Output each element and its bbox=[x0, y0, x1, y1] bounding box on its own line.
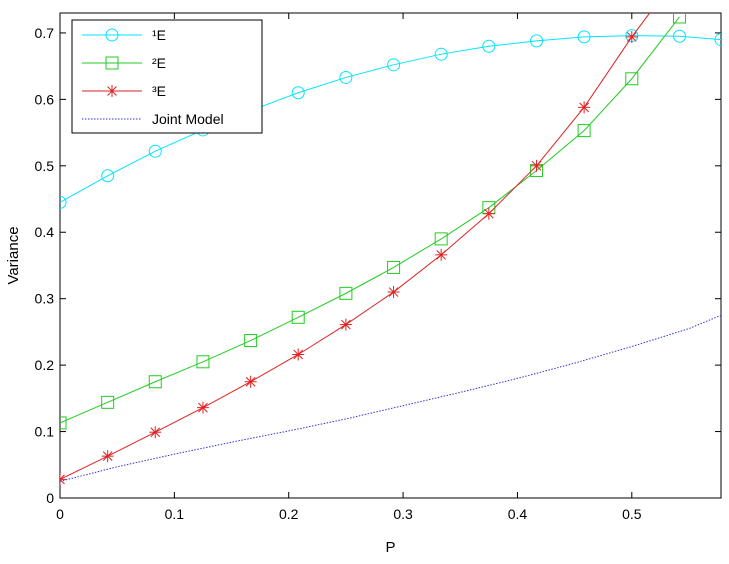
y-tick-label: 0.2 bbox=[35, 357, 55, 373]
data-point bbox=[101, 450, 114, 463]
data-point bbox=[387, 286, 400, 299]
series-line bbox=[60, 13, 651, 480]
legend-marker bbox=[106, 85, 118, 97]
data-point bbox=[60, 416, 67, 430]
y-axis-label: Variance bbox=[5, 226, 22, 284]
data-point bbox=[530, 34, 544, 48]
data-point bbox=[149, 426, 162, 439]
series-line bbox=[60, 314, 721, 482]
series-2 bbox=[60, 13, 686, 430]
data-point bbox=[577, 124, 591, 138]
data-point bbox=[577, 30, 591, 44]
data-point bbox=[578, 101, 591, 114]
data-point bbox=[625, 72, 639, 86]
data-point bbox=[101, 395, 115, 409]
data-point bbox=[434, 47, 448, 61]
y-tick-label: 0.5 bbox=[35, 158, 55, 174]
series-3 bbox=[60, 13, 651, 486]
data-point bbox=[387, 58, 401, 72]
data-point bbox=[339, 286, 353, 300]
data-point bbox=[435, 248, 448, 261]
legend-item: ³E bbox=[82, 83, 166, 99]
series-line bbox=[60, 16, 680, 424]
data-point bbox=[530, 159, 543, 172]
legend-marker bbox=[105, 56, 119, 70]
data-point bbox=[672, 29, 686, 43]
series-4 bbox=[60, 314, 721, 482]
x-tick-label: 0.2 bbox=[279, 506, 299, 522]
data-point bbox=[482, 207, 495, 220]
data-point bbox=[482, 39, 496, 53]
y-tick-label: 0.4 bbox=[35, 224, 55, 240]
x-axis-label: P bbox=[385, 539, 395, 556]
legend-marker bbox=[105, 28, 119, 42]
legend-item: ²E bbox=[82, 55, 166, 71]
data-point bbox=[101, 169, 115, 183]
data-point bbox=[60, 195, 67, 209]
y-tick-label: 0.3 bbox=[35, 291, 55, 307]
data-point bbox=[148, 144, 162, 158]
data-point bbox=[292, 348, 305, 361]
data-point bbox=[244, 375, 257, 388]
axis-ticks: 0 0.1 0.2 0.3 0.4 0.5 0 0.1 0.2 0.3 0.4 0.5 0.6 0.7 bbox=[35, 13, 721, 522]
data-point bbox=[434, 232, 448, 246]
legend: ¹E ²E ³E Joint Model bbox=[71, 19, 263, 134]
data-point bbox=[60, 473, 66, 486]
legend-label: Joint Model bbox=[152, 111, 224, 127]
data-point bbox=[244, 334, 258, 348]
data-point bbox=[672, 13, 686, 24]
x-tick-label: 0.1 bbox=[165, 506, 185, 522]
x-tick-label: 0 bbox=[56, 506, 64, 522]
x-tick-label: 0.3 bbox=[393, 506, 413, 522]
data-point bbox=[196, 401, 209, 414]
data-point bbox=[291, 86, 305, 100]
legend-box bbox=[71, 19, 263, 134]
y-tick-label: 0.1 bbox=[35, 424, 55, 440]
data-point bbox=[339, 318, 352, 331]
data-point bbox=[714, 33, 721, 47]
y-tick-label: 0 bbox=[46, 490, 54, 506]
series-line bbox=[60, 35, 721, 203]
data-point bbox=[196, 355, 210, 369]
data-point bbox=[291, 310, 305, 324]
data-point bbox=[339, 70, 353, 84]
plot-area-frame bbox=[59, 12, 722, 499]
data-point bbox=[148, 375, 162, 389]
data-point bbox=[387, 260, 401, 274]
y-tick-label: 0.7 bbox=[35, 25, 55, 41]
legend-item: ¹E bbox=[82, 27, 166, 43]
x-tick-label: 0.4 bbox=[508, 506, 528, 522]
data-point bbox=[625, 30, 638, 43]
legend-label: ²E bbox=[152, 55, 166, 71]
series-layer bbox=[60, 13, 721, 486]
legend-label: ¹E bbox=[152, 27, 166, 43]
x-tick-label: 0.5 bbox=[622, 506, 642, 522]
legend-label: ³E bbox=[152, 83, 166, 99]
y-tick-label: 0.6 bbox=[35, 91, 55, 107]
legend-item: Joint Model bbox=[82, 111, 224, 127]
